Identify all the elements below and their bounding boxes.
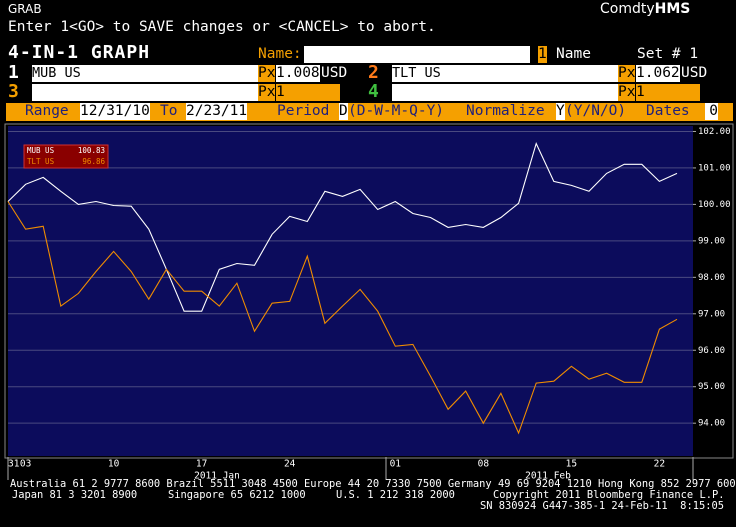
- footer-line: Australia 61 2 9777 8600 Brazil 5511 304…: [10, 478, 736, 490]
- x-tick-label: 22: [654, 459, 665, 470]
- footer-serial: SN 830924 G447-385-1 24-Feb-11 8:15:05: [480, 500, 724, 512]
- px-label: Px: [618, 65, 636, 82]
- series-line: [7, 141, 678, 312]
- brand-bold: HMS: [654, 1, 691, 17]
- normalize[interactable]: Y: [556, 103, 565, 120]
- dates[interactable]: 0: [705, 103, 718, 120]
- legend-box: [23, 144, 109, 169]
- brand: ComdtyHMS: [600, 1, 690, 18]
- x-tick-label: 10: [108, 459, 120, 470]
- y-tick-label: 96.00: [698, 346, 725, 356]
- y-tick-label: 94.00: [698, 419, 725, 429]
- normalize-label: Normalize: [466, 103, 545, 119]
- start[interactable]: 12/31/10: [80, 103, 150, 120]
- screen-title: 4-IN-1 GRAPH: [8, 42, 151, 63]
- period-options: (D-W-M-Q-Y): [348, 103, 445, 119]
- x-tick-label: 08: [478, 459, 490, 470]
- name-label: Name:: [258, 46, 302, 62]
- brand-text: Comdty: [600, 1, 655, 17]
- y-tick-label: 100.00: [698, 200, 731, 210]
- x-tick-label: 03: [20, 459, 31, 470]
- px-value[interactable]: 1.062: [636, 65, 680, 82]
- instruction: Enter 1<GO> to SAVE changes or <CANCEL> …: [8, 19, 436, 35]
- legend-name: MUB US: [27, 146, 55, 155]
- y-tick-label: 99.00: [698, 236, 725, 246]
- ticker-field[interactable]: TLT US: [392, 65, 618, 82]
- x-tick-label: 01: [390, 459, 402, 470]
- end[interactable]: 2/23/11: [186, 103, 248, 120]
- chart-frame: [4, 123, 734, 459]
- footer-copyright: Copyright 2011 Bloomberg Finance L.P.: [493, 489, 725, 501]
- x-tick-label: 31: [8, 459, 20, 470]
- period[interactable]: D: [339, 103, 348, 120]
- y-tick-label: 101.00: [698, 163, 731, 173]
- px-label: Px: [618, 84, 636, 101]
- range-label: Range: [25, 103, 69, 119]
- legend-value: 100.83: [78, 146, 105, 155]
- slot-number: 2: [368, 62, 379, 83]
- footer-contact: Japan 81 3 3201 8900: [12, 489, 138, 501]
- px-label: Px: [258, 84, 276, 101]
- month-label: 2011 Feb: [525, 471, 571, 482]
- slot-number: 3: [8, 81, 19, 102]
- ticker-field[interactable]: [392, 84, 618, 101]
- month-label: 2011 Jan: [194, 471, 240, 482]
- dates-label: Dates: [646, 103, 690, 119]
- name-number[interactable]: 1: [538, 46, 547, 63]
- ticker-field[interactable]: MUB US: [32, 65, 258, 82]
- footer-contact: U.S. 1 212 318 2000: [336, 489, 455, 501]
- name-input[interactable]: [304, 46, 530, 63]
- period-label: Period: [277, 103, 330, 119]
- px-label: Px: [258, 65, 276, 82]
- x-tick-label: 17: [196, 459, 207, 470]
- y-tick-label: 102.00: [698, 127, 731, 137]
- currency: USD: [681, 65, 708, 81]
- y-tick-label: 97.00: [698, 309, 725, 319]
- y-tick-label: 95.00: [698, 382, 725, 392]
- x-tick-label: 15: [566, 459, 577, 470]
- x-tick-label: 24: [284, 459, 296, 470]
- px-value[interactable]: 1: [636, 84, 700, 101]
- series-line: [7, 201, 678, 435]
- px-value[interactable]: 1.008: [276, 65, 320, 82]
- set-label: Set # 1: [637, 46, 699, 62]
- y-tick-label: 98.00: [698, 273, 725, 283]
- slot-number: 4: [368, 81, 379, 102]
- currency: USD: [321, 65, 348, 81]
- legend-value: 96.86: [82, 157, 105, 166]
- ticker-field[interactable]: [32, 84, 258, 101]
- normalize-options: (Y/N/O): [565, 103, 627, 119]
- plot-area: [8, 126, 693, 456]
- slot-number: 1: [8, 62, 19, 83]
- footer-contact: Singapore 65 6212 1000: [168, 489, 306, 501]
- px-value[interactable]: 1: [276, 84, 340, 101]
- to-label: To: [160, 103, 178, 119]
- name-text: Name: [556, 46, 591, 62]
- function-code: GRAB: [8, 2, 42, 16]
- legend-name: TLT US: [27, 157, 55, 166]
- chart: 94.00 95.00 96.00 97.00 98.00 99.00 100.00 101.…: [4, 123, 734, 482]
